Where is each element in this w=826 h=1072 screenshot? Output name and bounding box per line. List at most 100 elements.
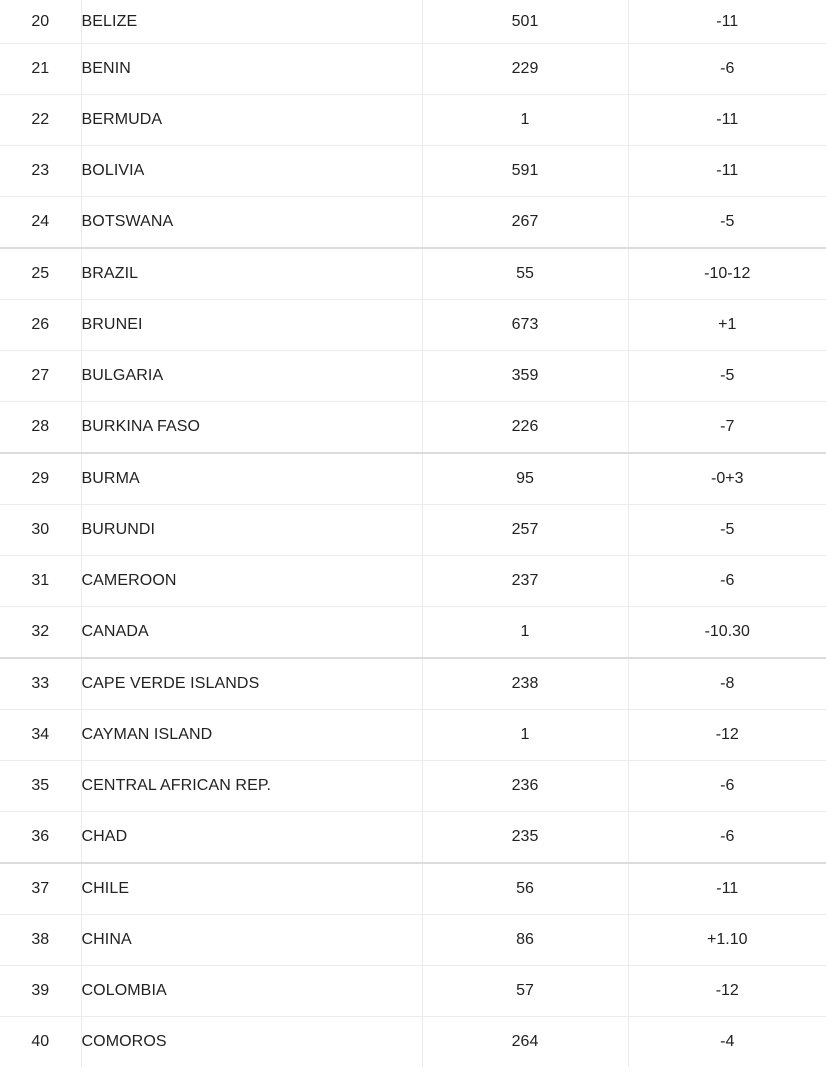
time-difference: -6 [628,43,826,95]
row-number: 33 [0,657,82,710]
time-difference: -6 [628,811,826,863]
table-row: 30 BURUNDI 257 -5 [0,504,826,556]
row-number: 37 [0,862,82,915]
time-difference: -10.30 [628,606,826,658]
row-number: 34 [0,709,82,761]
time-difference: -5 [628,504,826,556]
table-row: 22 BERMUDA 1 -11 [0,94,826,146]
time-difference: -10-12 [628,247,826,300]
table-row: 28 BURKINA FASO 226 -7 [0,401,826,453]
country-name: BURUNDI [81,504,423,556]
dialing-code: 95 [422,452,629,505]
country-name: BURKINA FASO [81,401,423,453]
country-name: CHILE [81,862,423,915]
row-number: 25 [0,247,82,300]
country-name: BURMA [81,452,423,505]
table-row: 21 BENIN 229 -6 [0,43,826,95]
dialing-code: 1 [422,94,629,146]
time-difference: -8 [628,657,826,710]
dialing-code: 1 [422,606,629,658]
time-difference: -11 [628,862,826,915]
time-difference: -11 [628,94,826,146]
country-name: BENIN [81,43,423,95]
time-difference: -5 [628,350,826,402]
time-difference: -5 [628,196,826,248]
time-difference: -11 [716,12,739,30]
dialing-code: 229 [422,43,629,95]
row-number: 21 [0,43,82,95]
row-number: 31 [0,555,82,607]
row-number: 38 [0,914,82,966]
dialing-code: 257 [422,504,629,556]
table-row: 25 BRAZIL 55 -10-12 [0,247,826,300]
table-row: 39 COLOMBIA 57 -12 [0,965,826,1017]
time-difference: -12 [628,709,826,761]
dialing-code: 57 [422,965,629,1017]
table-row: 27 BULGARIA 359 -5 [0,350,826,402]
country-name: COLOMBIA [81,965,423,1017]
country-name: CAYMAN ISLAND [81,709,423,761]
country-name: BULGARIA [81,350,423,402]
dialing-code: 226 [422,401,629,453]
dialing-code: 264 [422,1016,629,1067]
country-name: CENTRAL AFRICAN REP. [81,760,423,812]
time-difference: -6 [628,555,826,607]
row-number: 27 [0,350,82,402]
time-difference: -11 [628,145,826,197]
row-number: 35 [0,760,82,812]
row-number: 40 [0,1016,82,1067]
table-row: 36 CHAD 235 -6 [0,811,826,863]
dialing-code: 267 [422,196,629,248]
table-row: 40 COMOROS 264 -4 [0,1016,826,1067]
dialing-code: 236 [422,760,629,812]
time-difference: -7 [628,401,826,453]
row-number: 36 [0,811,82,863]
country-name: BRAZIL [81,247,423,300]
dialing-code: 359 [422,350,629,402]
table-row: 26 BRUNEI 673 +1 [0,299,826,351]
table-row: 34 CAYMAN ISLAND 1 -12 [0,709,826,761]
dialing-code: 56 [422,862,629,915]
country-name: BERMUDA [81,94,423,146]
row-number: 22 [0,94,82,146]
country-name: CHINA [81,914,423,966]
table-row: 20 BELIZE 501 -11 [0,0,826,44]
dialing-code: 501 [422,0,629,44]
row-number: 23 [0,145,82,197]
time-difference: +1 [628,299,826,351]
time-difference: -0+3 [628,452,826,505]
table-row: 29 BURMA 95 -0+3 [0,452,826,505]
dialing-code: 1 [422,709,629,761]
time-difference: -6 [628,760,826,812]
dialing-code: 238 [422,657,629,710]
table-row: 23 BOLIVIA 591 -11 [0,145,826,197]
country-name: COMOROS [81,1016,423,1067]
table-row: 32 CANADA 1 -10.30 [0,606,826,658]
time-difference: -4 [628,1016,826,1067]
table-row: 24 BOTSWANA 267 -5 [0,196,826,248]
table-row: 35 CENTRAL AFRICAN REP. 236 -6 [0,760,826,812]
dialing-code: 55 [422,247,629,300]
country-name: BELIZE [81,0,423,44]
table-row: 38 CHINA 86 +1.10 [0,914,826,966]
country-name: CAPE VERDE ISLANDS [81,657,423,710]
country-name: BRUNEI [81,299,423,351]
dialing-code: 591 [422,145,629,197]
dialing-code: 235 [422,811,629,863]
row-number: 29 [0,452,82,505]
country-name: BOLIVIA [81,145,423,197]
row-number: 28 [0,401,82,453]
table-row: 37 CHILE 56 -11 [0,862,826,915]
country-name: BOTSWANA [81,196,423,248]
country-name: CHAD [81,811,423,863]
table-row: 33 CAPE VERDE ISLANDS 238 -8 [0,657,826,710]
dialing-code: 237 [422,555,629,607]
row-number: 30 [0,504,82,556]
row-number: 32 [0,606,82,658]
country-name: CAMEROON [81,555,423,607]
dialing-code: 673 [422,299,629,351]
country-name: CANADA [81,606,423,658]
row-number: 20 [0,0,82,44]
row-number: 39 [0,965,82,1017]
